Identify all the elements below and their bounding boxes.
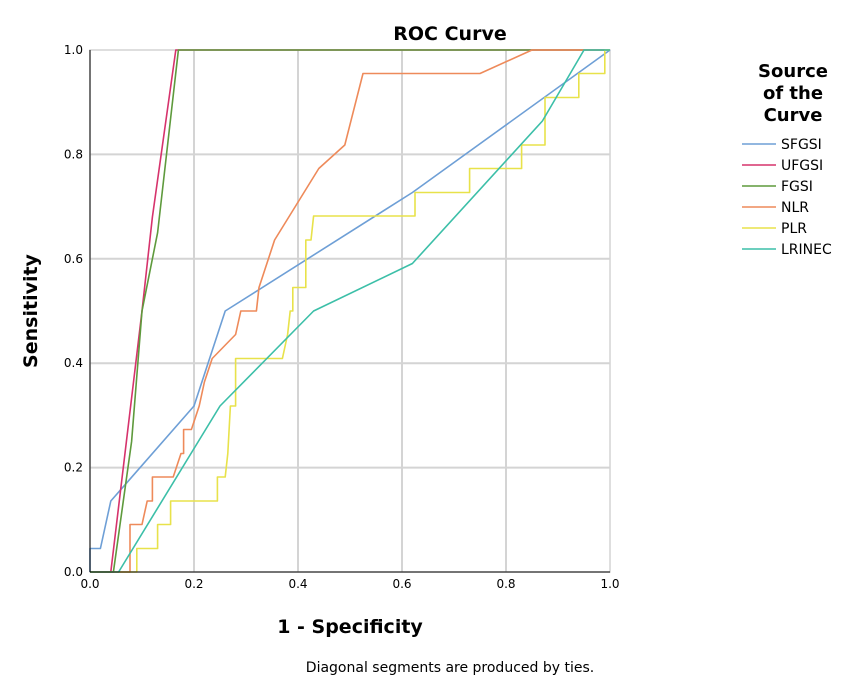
footnote: Diagonal segments are produced by ties. — [306, 660, 594, 676]
tick-labels: 0.0 0.2 0.4 0.6 0.8 1.0 0.0 0.2 0.4 0.6 0.8 1.0 — [64, 43, 620, 591]
x-tick-label-1: 0.2 — [184, 577, 203, 591]
legend-title-line-1: Source — [758, 61, 828, 82]
x-axis-label: 1 - Specificity — [277, 616, 423, 638]
axes — [89, 50, 610, 573]
legend-label-nlr: NLR — [781, 200, 809, 216]
chart-title: ROC Curve — [393, 23, 506, 45]
legend-label-fgsi: FGSI — [781, 179, 813, 195]
series-line-fgsi — [90, 49, 610, 573]
series-line-sfgsi — [89, 49, 611, 572]
y-tick-label-1: 0.2 — [64, 461, 83, 475]
x-tick-label-3: 0.6 — [392, 577, 411, 591]
grid — [90, 50, 610, 572]
legend-title-line-2: of the — [763, 83, 823, 104]
y-tick-label-4: 0.8 — [64, 147, 83, 161]
y-axis-label: Sensitivity — [20, 253, 42, 367]
legend-label-plr: PLR — [781, 221, 807, 237]
x-tick-label-0: 0.0 — [80, 577, 99, 591]
series-line-ufgsi — [90, 49, 610, 573]
plot-area-frame — [89, 49, 611, 573]
legend-label-ufgsi: UFGSI — [781, 158, 823, 174]
x-tick-label-4: 0.8 — [496, 577, 515, 591]
y-tick-label-5: 1.0 — [64, 43, 83, 57]
y-tick-label-0: 0.0 — [64, 565, 83, 579]
legend-label-sfgsi: SFGSI — [781, 137, 822, 153]
x-tick-label-5: 1.0 — [600, 577, 619, 591]
y-tick-label-2: 0.4 — [64, 356, 83, 370]
legend-items: SFGSI UFGSI FGSI NLR PLR LRINEC — [742, 137, 832, 258]
y-tick-label-3: 0.6 — [64, 252, 83, 266]
legend-label-lrinec: LRINEC — [781, 242, 832, 258]
series-line-lrinec — [90, 49, 610, 573]
legend-title-line-3: Curve — [764, 105, 823, 126]
x-tick-label-2: 0.4 — [288, 577, 307, 591]
series-layer — [89, 49, 611, 573]
series-line-plr — [90, 49, 610, 573]
series-line-nlr — [90, 49, 610, 573]
legend: Source of the Curve SFGSI UFGSI FGSI NLR PLR… — [742, 61, 832, 258]
